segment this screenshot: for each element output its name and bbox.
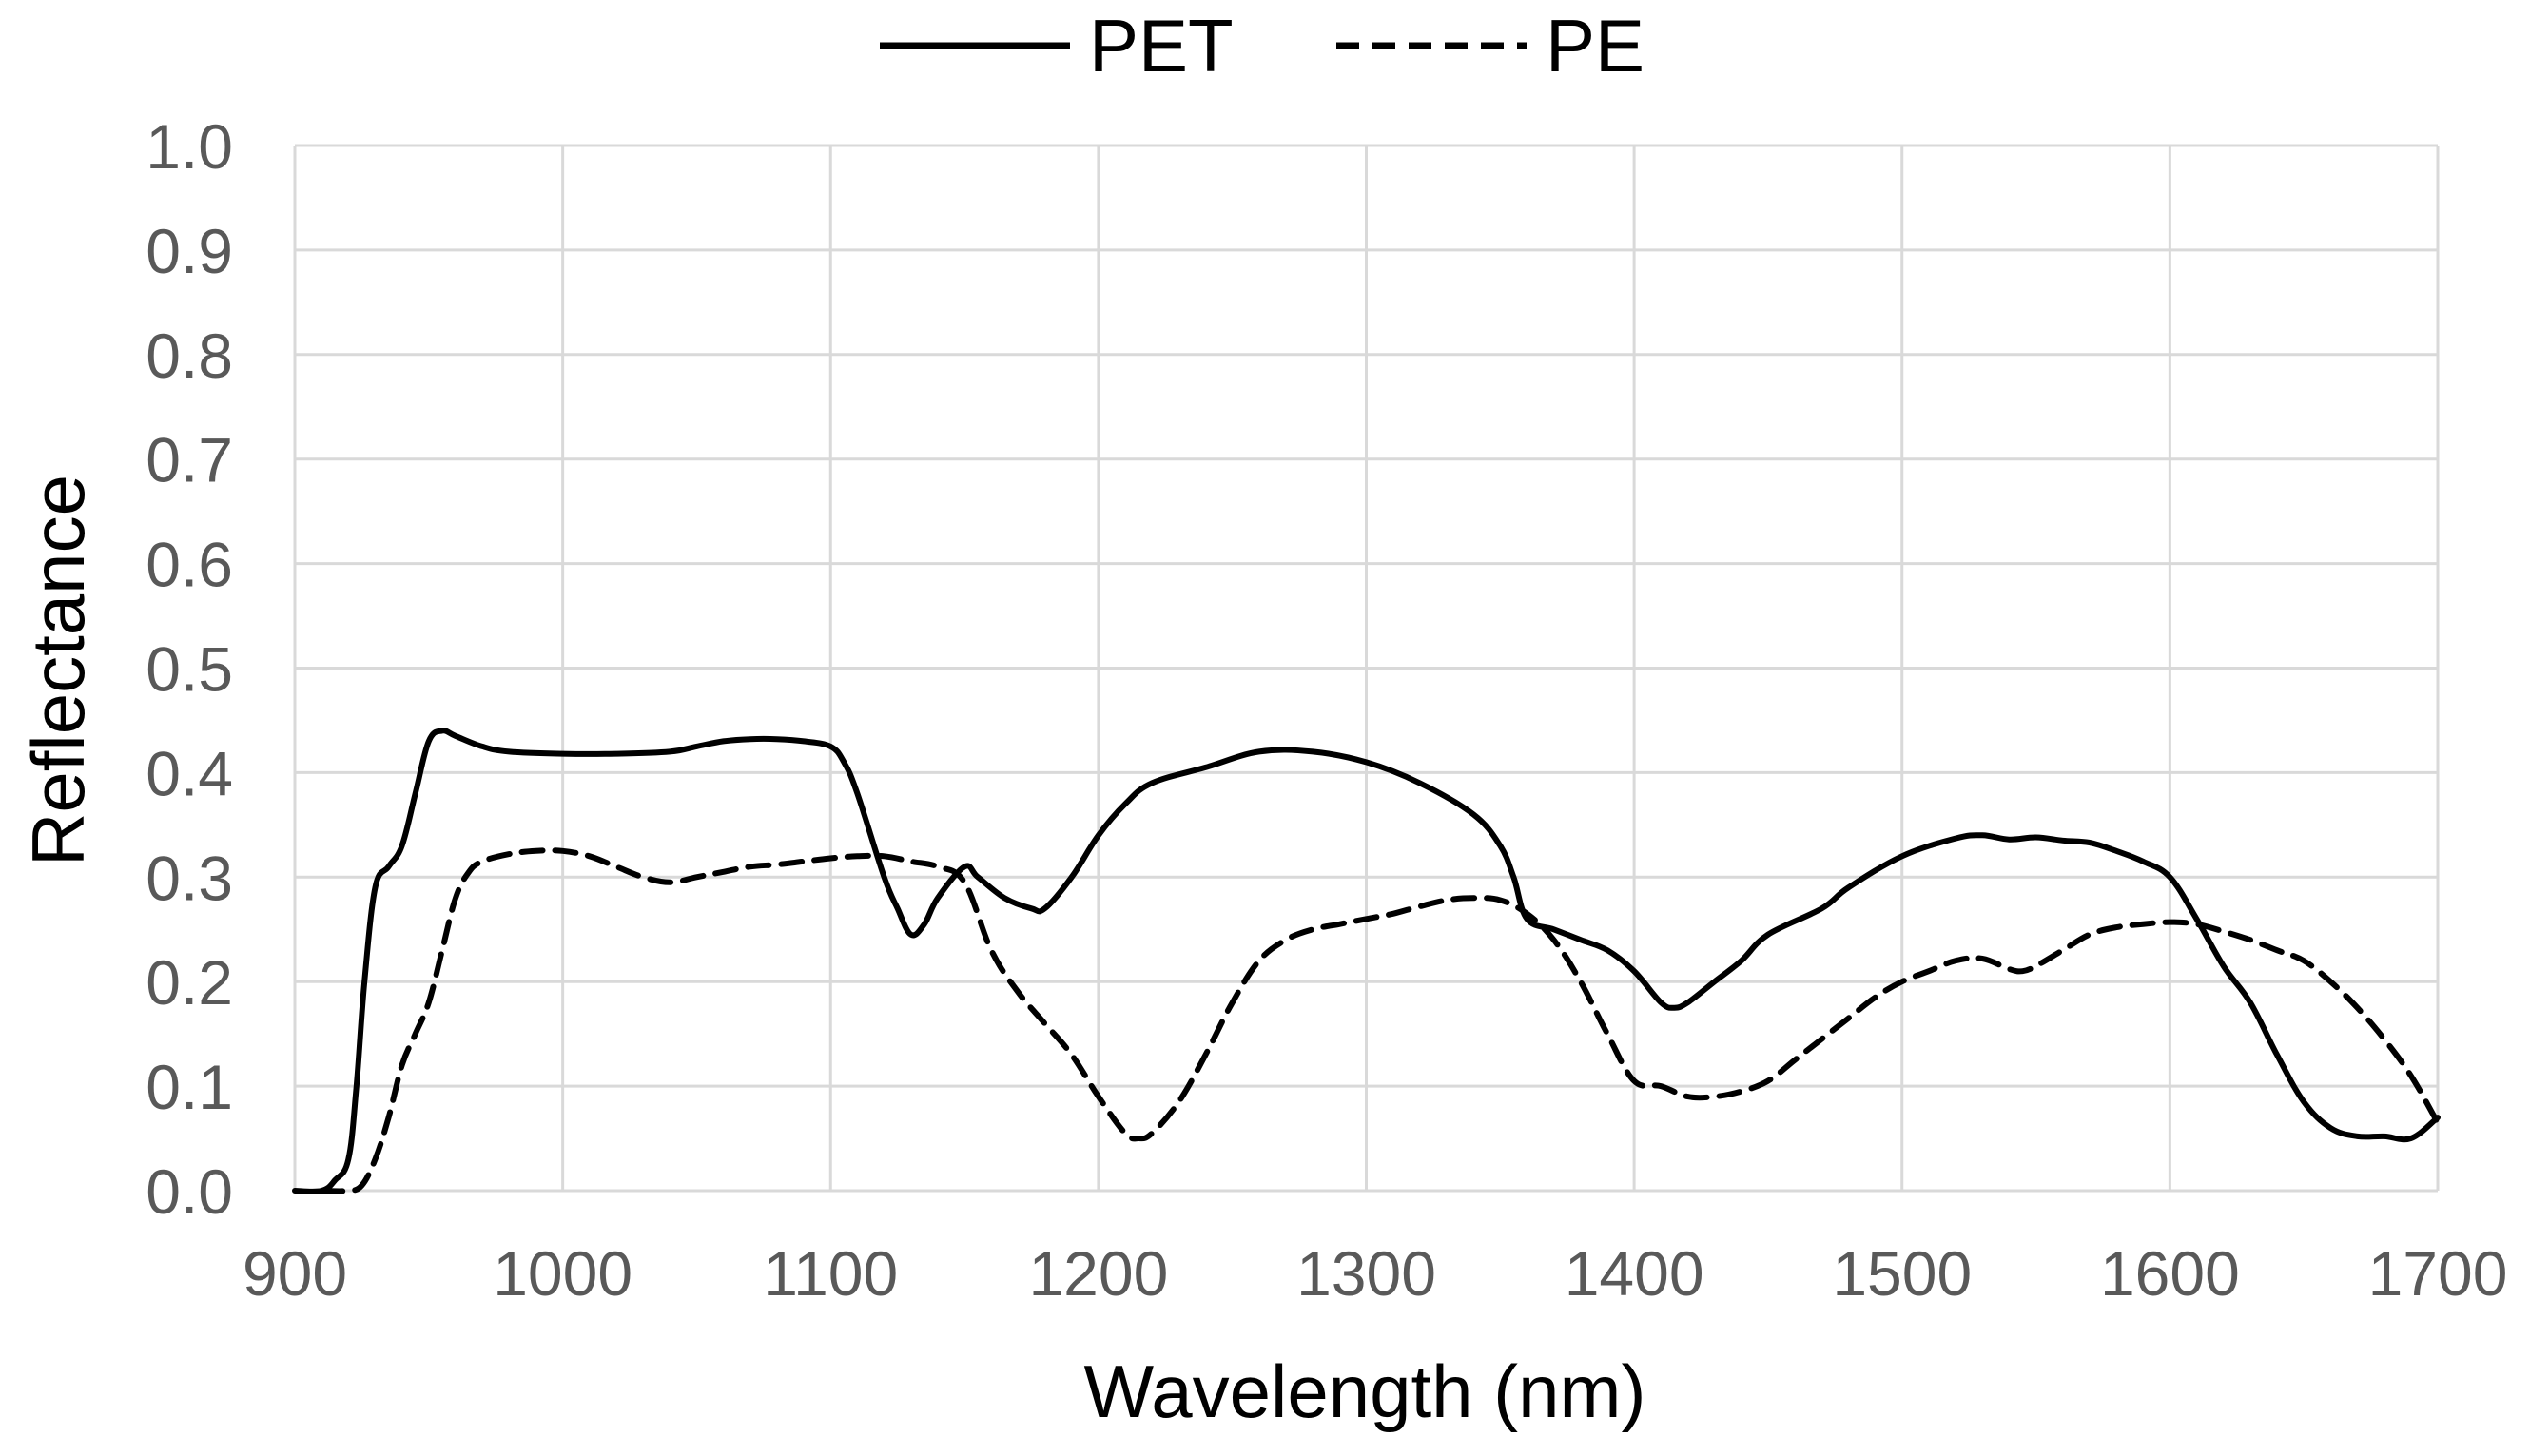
legend: PET PE: [880, 4, 1644, 87]
x-axis-title: Wavelength (nm): [1084, 1349, 1646, 1433]
x-tick-label: 1200: [1028, 1238, 1168, 1309]
x-tick-label: 1100: [763, 1238, 898, 1309]
y-axis-tick-labels: 0.0 0.1 0.2 0.3 0.4 0.5 0.6 0.7 0.8 0.9 1.0: [146, 111, 233, 1227]
series-line-pe: [319, 847, 2441, 1194]
x-tick-label: 1000: [493, 1238, 632, 1309]
x-tick-label: 1600: [2100, 1238, 2240, 1309]
y-tick-label: 0.8: [146, 320, 233, 391]
y-tick-label: 0.2: [146, 947, 233, 1018]
legend-label-pet: PET: [1089, 4, 1234, 87]
series-lines: [292, 728, 2441, 1194]
y-axis-title: Reflectance: [16, 475, 100, 866]
x-tick-label: 1500: [1832, 1238, 1972, 1309]
y-tick-label: 0.9: [146, 216, 233, 286]
x-tick-label: 900: [243, 1238, 347, 1309]
y-tick-label: 0.4: [146, 738, 233, 808]
y-tick-label: 0.5: [146, 634, 233, 705]
y-tick-label: 0.3: [146, 843, 233, 913]
x-axis-tick-labels: 900 1000 1100 1200 1300 1400 1500 1600 1700: [243, 1238, 2507, 1309]
x-tick-label: 1700: [2368, 1238, 2508, 1309]
gridlines: [293, 144, 2440, 1193]
legend-label-pe: PE: [1546, 4, 1644, 87]
x-tick-label: 1400: [1565, 1238, 1704, 1309]
series-line-pet: [292, 728, 2441, 1194]
y-tick-label: 0.1: [146, 1052, 233, 1122]
y-tick-label: 0.6: [146, 530, 233, 600]
y-tick-label: 1.0: [146, 111, 233, 182]
x-tick-label: 1300: [1296, 1238, 1436, 1309]
y-tick-label: 0.0: [146, 1156, 233, 1227]
y-tick-label: 0.7: [146, 425, 233, 495]
